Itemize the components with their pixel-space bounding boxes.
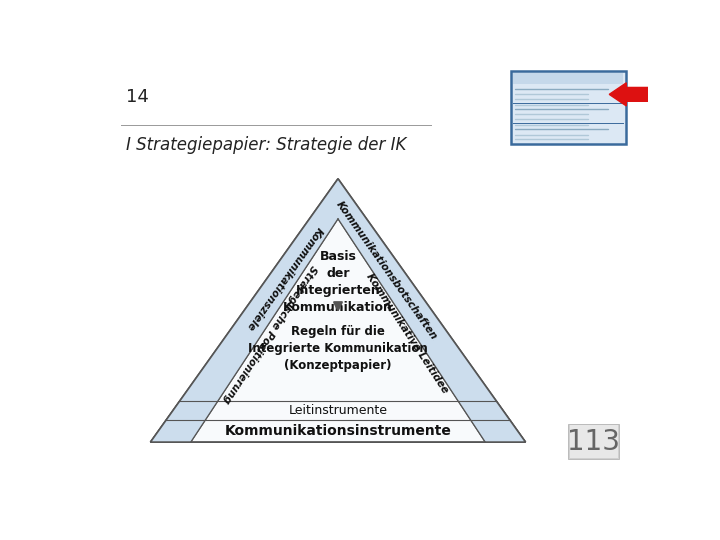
Text: 113: 113	[567, 428, 620, 456]
Bar	[513, 73, 624, 84]
Polygon shape	[166, 401, 510, 420]
Bar	[570, 425, 618, 457]
Text: Regeln für die
Integrierte Kommunikation
(Konzeptpapier): Regeln für die Integrierte Kommunikation…	[248, 325, 428, 372]
Polygon shape	[150, 179, 526, 442]
FancyArrow shape	[609, 83, 678, 106]
Text: Leitinstrumente: Leitinstrumente	[289, 404, 387, 417]
Polygon shape	[338, 179, 526, 442]
Text: I Strategiepapier: Strategie der IK: I Strategiepapier: Strategie der IK	[127, 136, 407, 154]
Text: Kommunikationsinstrumente: Kommunikationsinstrumente	[225, 424, 451, 438]
Polygon shape	[150, 420, 526, 442]
Bar	[568, 423, 619, 459]
Polygon shape	[191, 219, 485, 442]
Text: 14: 14	[127, 88, 149, 106]
Text: Kommunikative Leitidee: Kommunikative Leitidee	[364, 272, 449, 395]
Text: Kommunikationsziele: Kommunikationsziele	[244, 225, 324, 333]
Polygon shape	[150, 179, 338, 442]
Bar	[510, 71, 626, 144]
Text: Basis
der
Integrierten
Kommunikation: Basis der Integrierten Kommunikation	[283, 250, 393, 314]
Text: Strategische Positionierung: Strategische Positionierung	[220, 262, 318, 404]
Text: Kommunikationsbotschaften: Kommunikationsbotschaften	[334, 200, 439, 342]
